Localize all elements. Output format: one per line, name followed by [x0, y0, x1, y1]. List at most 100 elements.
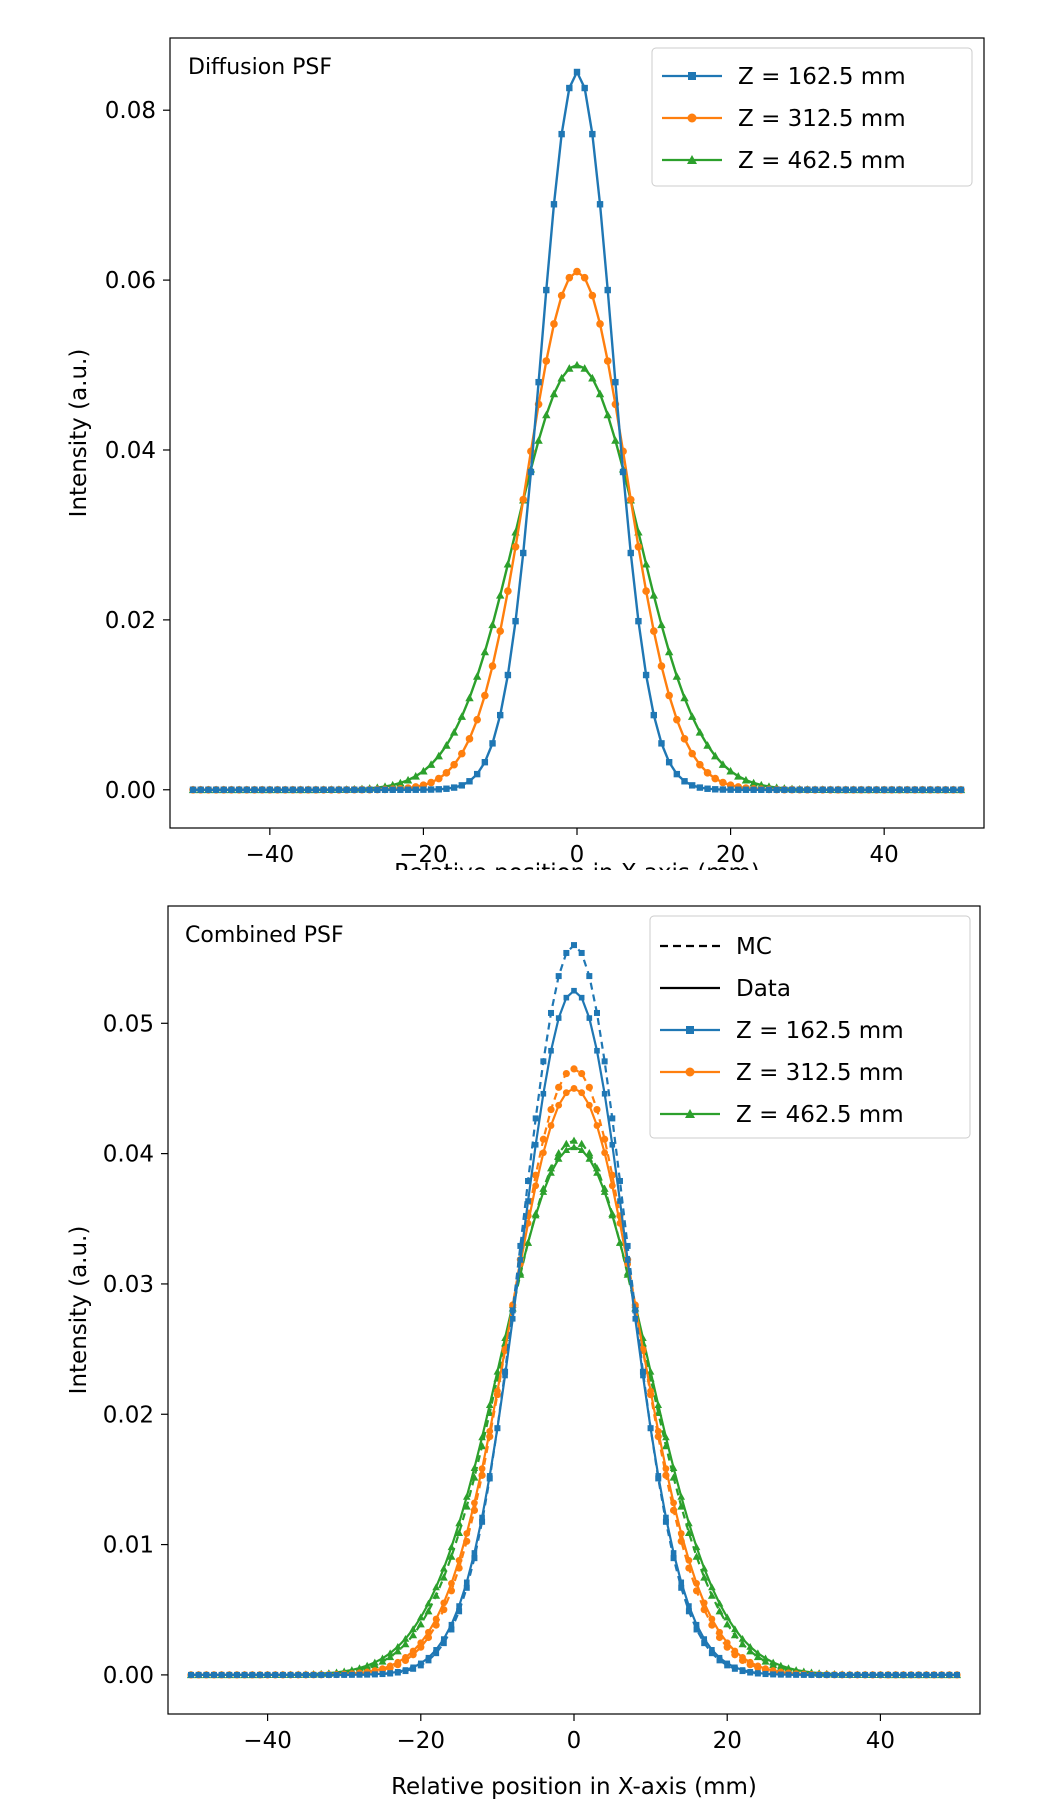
data-point [578, 994, 585, 1001]
data-point [401, 1639, 410, 1648]
data-point [394, 1658, 402, 1666]
data-point [593, 1105, 601, 1114]
data-point [563, 949, 570, 956]
data-point [554, 1154, 563, 1162]
data-point [709, 1647, 715, 1653]
data-point [427, 778, 435, 787]
x-tick-label: 20 [713, 1728, 742, 1754]
data-point [448, 1580, 455, 1587]
data-point [585, 1101, 593, 1109]
data-point [908, 1672, 914, 1678]
data-point [601, 1135, 609, 1143]
data-point [341, 1672, 347, 1678]
data-point [226, 1672, 233, 1678]
data-point [739, 1667, 746, 1673]
data-point [703, 769, 712, 777]
data-point [942, 786, 949, 793]
y-tick-label: 0.01 [103, 1533, 154, 1559]
data-point [609, 1115, 616, 1122]
data-point [946, 1672, 953, 1678]
data-point [846, 1672, 853, 1678]
data-point [669, 1464, 678, 1472]
data-point [266, 786, 274, 793]
data-point [654, 1401, 663, 1408]
data-point [854, 1672, 861, 1678]
data-point [750, 786, 757, 793]
data-point [509, 1307, 516, 1314]
data-point [257, 1672, 263, 1678]
data-point [539, 1149, 547, 1157]
combined-psf-chart: Combined PSF −40 −20 0 20 40 0.000.010.020.0… [66, 905, 981, 1800]
data-point [580, 273, 589, 282]
data-point [488, 620, 497, 629]
data-point [708, 1621, 716, 1629]
data-point [401, 1634, 410, 1642]
data-point [397, 786, 404, 793]
data-point [404, 786, 412, 793]
data-point [542, 410, 551, 419]
data-point [707, 1591, 716, 1599]
data-point [305, 786, 312, 793]
data-point [708, 1615, 716, 1623]
data-point [746, 1642, 754, 1650]
data-point [724, 1660, 731, 1667]
x-axis: −40 −20 0 20 40 [243, 1714, 895, 1754]
data-point [749, 778, 758, 787]
data-point [670, 1550, 677, 1556]
data-point [547, 1164, 556, 1172]
data-point [716, 1654, 723, 1661]
data-point [700, 1573, 709, 1581]
data-point [593, 1122, 601, 1129]
data-point [655, 1473, 662, 1479]
legend-marker-circle [687, 113, 697, 123]
data-point [442, 769, 451, 777]
data-point [417, 1639, 425, 1647]
data-point [563, 994, 570, 1001]
data-point [531, 1211, 540, 1219]
data-point [661, 1442, 670, 1450]
data-point [272, 1672, 279, 1678]
data-point [639, 1368, 646, 1375]
data-point [462, 1492, 471, 1500]
data-point [295, 1672, 302, 1678]
data-point [688, 749, 696, 758]
y-tick-label: 0.03 [103, 1272, 154, 1298]
data-point [842, 786, 849, 793]
x-tick-label: −40 [246, 842, 295, 868]
data-point [585, 1149, 594, 1157]
data-point [632, 1316, 639, 1322]
data-point [693, 1626, 700, 1633]
data-point [730, 1631, 739, 1639]
data-point [456, 1608, 463, 1615]
data-point [601, 1090, 608, 1097]
data-point [589, 130, 596, 138]
data-point [434, 774, 443, 783]
data-point [555, 1015, 562, 1021]
data-point [486, 1427, 494, 1435]
data-point [548, 1047, 554, 1054]
data-point [738, 1634, 747, 1642]
data-point [695, 728, 705, 736]
data-point [619, 468, 627, 476]
data-point [672, 672, 682, 680]
legend-box [651, 47, 973, 187]
data-point [738, 1639, 747, 1648]
data-point [900, 1672, 907, 1678]
data-point [664, 647, 674, 656]
data-point [409, 1647, 417, 1655]
data-point [389, 786, 396, 793]
data-point [634, 543, 643, 551]
data-point [557, 373, 566, 382]
data-point [550, 201, 558, 208]
x-tick-label: 0 [570, 842, 585, 868]
data-point [465, 735, 474, 743]
data-point [716, 1628, 723, 1636]
data-point [719, 778, 727, 787]
data-point [708, 1650, 715, 1657]
data-point [700, 1606, 708, 1614]
data-point [831, 1672, 838, 1678]
data-point [287, 1672, 294, 1678]
data-point [665, 759, 673, 766]
data-point [595, 389, 605, 398]
data-point [616, 1238, 624, 1246]
